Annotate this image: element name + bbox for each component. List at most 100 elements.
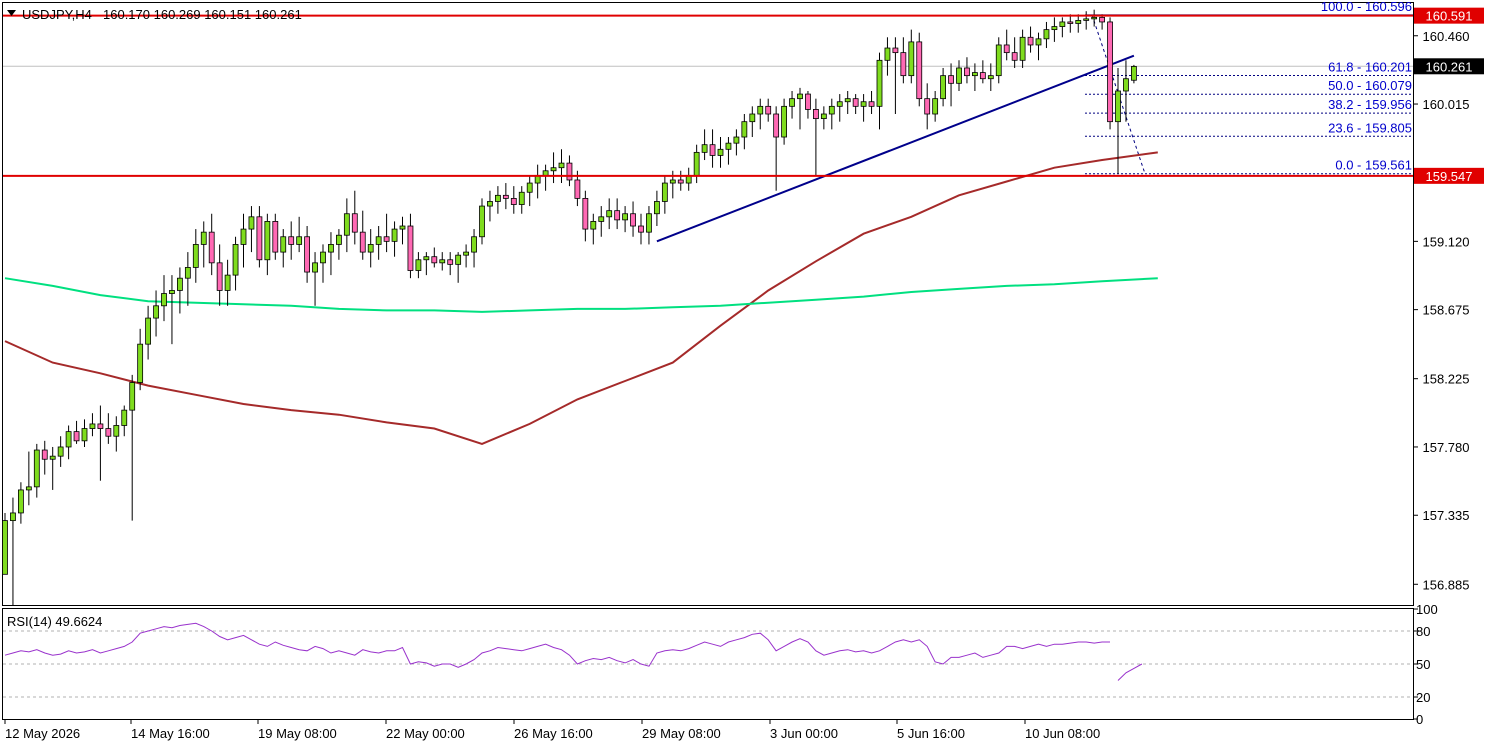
candle (622, 206, 628, 233)
candlesticks (2, 9, 1137, 605)
candle (797, 87, 803, 130)
candle-body (693, 151, 700, 176)
candle-body (145, 317, 152, 345)
candle (781, 98, 787, 145)
candle (892, 37, 899, 115)
candle (805, 90, 811, 119)
candle (741, 114, 748, 150)
price-tick-label: 159.120 (1423, 234, 1470, 249)
candle-body (105, 428, 112, 437)
candle-body (455, 254, 462, 265)
moving-averages (4, 151, 1158, 445)
candle (1027, 26, 1034, 53)
candle-body (153, 305, 159, 319)
candle-body (566, 162, 573, 181)
level-price-tag (1414, 7, 1484, 24)
candle (343, 198, 350, 253)
candle-body (797, 93, 803, 100)
candle (33, 443, 40, 498)
candle (558, 149, 565, 184)
candle-body (232, 244, 239, 276)
candle-body (773, 113, 780, 138)
price-tick-label: 157.780 (1423, 440, 1470, 455)
candle-body (97, 423, 104, 429)
candle (288, 221, 295, 260)
candle-body (868, 101, 875, 107)
candle (264, 213, 271, 276)
rsi-line (1117, 663, 1143, 681)
candle-body (701, 144, 708, 153)
candle-body (487, 201, 493, 207)
candle-body (876, 59, 883, 107)
candle (383, 213, 390, 253)
candle-body (1123, 78, 1129, 92)
candle-body (924, 98, 931, 115)
candle-body (709, 144, 716, 156)
candle-body (646, 213, 652, 233)
candle (304, 226, 311, 283)
candle-body (224, 274, 231, 291)
candle-body (987, 75, 994, 80)
candle (200, 221, 207, 268)
candle (176, 267, 183, 314)
candle (518, 186, 525, 214)
candle-body (240, 228, 247, 245)
candle-body (1051, 26, 1058, 31)
candle-body (296, 236, 303, 245)
candle-body (89, 423, 96, 429)
rsi-tick-label: 100 (1416, 602, 1438, 617)
candle (25, 451, 32, 506)
dropdown-triangle-icon[interactable] (7, 10, 16, 16)
price-tick-label: 158.225 (1423, 372, 1470, 387)
candle (701, 129, 708, 161)
candle-body (415, 259, 422, 271)
price-tick-label: 158.675 (1423, 303, 1470, 318)
candle-body (407, 225, 414, 271)
time-tick-label: 10 Jun 08:00 (1025, 726, 1100, 741)
candle (296, 216, 303, 253)
time-tick-label: 26 May 16:00 (514, 726, 593, 741)
candle-body (129, 382, 136, 411)
candle (1099, 14, 1105, 30)
candle (550, 152, 557, 184)
candle-body (192, 244, 199, 268)
candle (169, 275, 175, 345)
candle (733, 129, 740, 156)
candle-body (1035, 38, 1042, 46)
candle-body (351, 213, 358, 233)
candle-body (749, 113, 756, 123)
fib-level-label: 100.0 - 160.596 (1321, 0, 1412, 14)
candle-body (892, 47, 899, 54)
candle-body (264, 221, 271, 261)
candle (439, 252, 446, 271)
candle-body (113, 425, 120, 437)
candle-body (956, 67, 962, 84)
trendline-line (656, 54, 1135, 243)
candle (646, 206, 652, 245)
candle (1083, 11, 1090, 30)
candle (582, 190, 589, 242)
candle (272, 213, 279, 260)
candle (1107, 17, 1113, 130)
candle-body (81, 428, 88, 442)
candle (924, 83, 931, 130)
candle-body (1083, 18, 1090, 21)
candle-body (343, 213, 350, 236)
candle (932, 90, 939, 122)
candle-body (367, 244, 374, 253)
candle (510, 186, 517, 214)
candle (916, 32, 923, 107)
candle (89, 413, 96, 437)
candle (216, 244, 223, 306)
candle-body (431, 256, 438, 264)
candle-body (844, 98, 851, 103)
level-price-label: 159.547 (1426, 169, 1473, 184)
candle (614, 198, 621, 230)
candle-body (1107, 21, 1113, 123)
candle (526, 175, 533, 207)
candle-body (884, 47, 891, 61)
candle (1091, 9, 1098, 27)
candle (661, 175, 668, 214)
fib-level-label: 0.0 - 159.561 (1335, 158, 1412, 173)
